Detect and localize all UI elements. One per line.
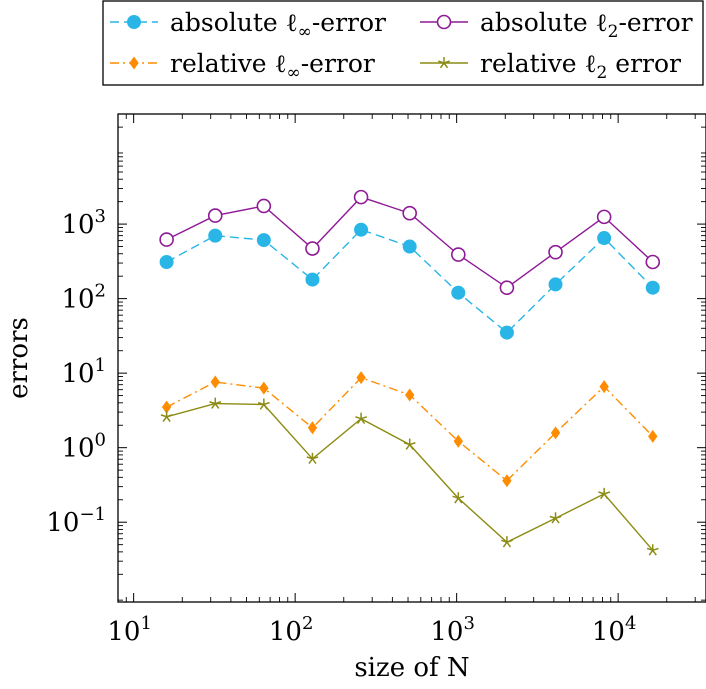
data-point [353, 189, 369, 205]
data-point [646, 544, 659, 556]
legend-marker [127, 15, 141, 29]
data-point [259, 381, 269, 395]
data-point [548, 277, 563, 292]
series-rel-linf [161, 371, 658, 488]
data-point [645, 254, 661, 270]
data-point [500, 536, 513, 548]
data-point [354, 222, 369, 237]
x-tick-label: 103 [430, 613, 475, 647]
data-point [305, 241, 320, 256]
plot-area [117, 113, 706, 603]
x-tick-label: 101 [107, 613, 152, 647]
data-point [306, 452, 319, 465]
series-line [166, 402, 654, 551]
data-point [210, 375, 220, 389]
legend-marker [436, 14, 452, 30]
x-tick-label: 102 [269, 613, 314, 647]
y-tick-label: 102 [61, 281, 106, 315]
data-point [256, 198, 272, 214]
data-point [499, 280, 515, 296]
data-point [499, 325, 514, 340]
legend-marker [438, 57, 450, 69]
series-rel-l2 [160, 397, 659, 556]
data-point [597, 231, 612, 246]
series-abs-l2 [159, 189, 661, 296]
data-point [356, 371, 366, 385]
data-point [598, 487, 611, 500]
data-point [453, 434, 463, 448]
legend-item-abs-linf: absolute ℓ∞-error [110, 8, 386, 42]
legend-item-rel-l2: relative ℓ2 error [420, 49, 681, 83]
legend-box [102, 0, 704, 86]
legend-label: absolute ℓ∞-error [170, 8, 386, 42]
axis-ticks: 101 102 103 104 10−1 100 101 102 103 [46, 114, 706, 647]
y-tick-label: 10−1 [46, 504, 106, 538]
data-point [452, 492, 465, 504]
data-point [405, 388, 415, 402]
data-point [451, 285, 466, 300]
data-point [402, 205, 417, 221]
data-point [648, 429, 658, 443]
data-point [549, 512, 562, 524]
legend-label: relative ℓ∞-error [170, 49, 375, 83]
x-axis-title: size of N [354, 653, 469, 683]
data-point [257, 398, 270, 410]
data-point [161, 400, 172, 414]
data-point [550, 426, 561, 440]
y-tick-label: 103 [61, 206, 106, 240]
y-tick-label: 100 [61, 430, 106, 464]
data-point [403, 438, 416, 450]
legend-label: relative ℓ2 error [480, 49, 681, 83]
data-point [307, 421, 318, 435]
data-point [502, 474, 512, 488]
legend-item-abs-l2: absolute ℓ2-error [420, 8, 693, 42]
data-point [305, 272, 320, 287]
data-point [207, 208, 223, 223]
data-point [159, 232, 174, 247]
data-point [355, 412, 368, 424]
data-point [599, 380, 609, 394]
y-axis-title: errors [4, 317, 34, 399]
data-point [548, 244, 563, 260]
data-point [451, 247, 466, 262]
y-tick-label: 101 [61, 355, 106, 389]
legend-marker [129, 56, 139, 70]
data-point [645, 280, 660, 295]
data-point [256, 233, 271, 248]
series-abs-linf [159, 222, 660, 340]
data-point [596, 209, 612, 225]
data-point [160, 410, 173, 423]
legend-label: absolute ℓ2-error [480, 8, 693, 42]
legend: absolute ℓ∞-error absolute ℓ2-error relati… [102, 0, 704, 86]
data-point [208, 228, 223, 243]
x-tick-label: 104 [592, 613, 637, 647]
series-layer [159, 189, 661, 556]
data-point [402, 239, 417, 254]
legend-item-rel-linf: relative ℓ∞-error [110, 49, 375, 83]
data-point [159, 254, 174, 269]
data-point [209, 397, 222, 409]
